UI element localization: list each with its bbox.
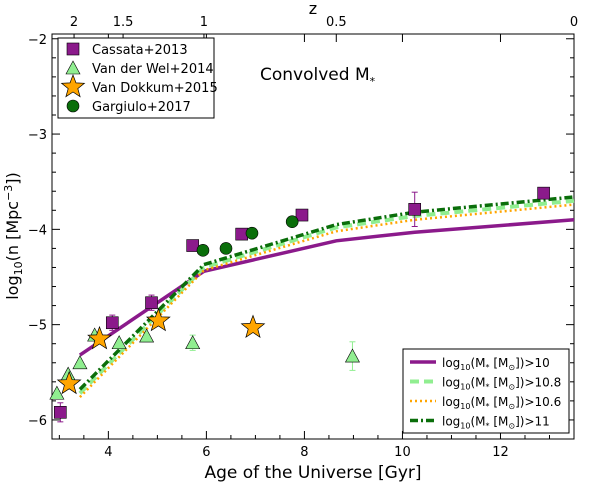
point-van-der-wel-2014 [185, 335, 201, 350]
legend-marker-1 [65, 60, 81, 75]
point-van-dokkum-2015 [145, 307, 171, 332]
point-van-der-wel-2014 [72, 355, 88, 370]
legend-line-label-3: log10(M* [M⊙])>11 [442, 415, 550, 431]
y-tick-label: −3 [28, 128, 47, 143]
point-van-der-wel-2014 [139, 328, 155, 343]
legend-label-3: Gargiulo+2017 [92, 100, 191, 115]
x-axis-label: Age of the Universe [Gyr] [204, 463, 421, 483]
plot-frame [51, 33, 575, 440]
legend-label-1: Van der Wel+2014 [92, 62, 214, 77]
point-gargiulo-2017 [219, 242, 233, 255]
point-van-der-wel-2014 [111, 335, 127, 350]
x-tick-label: 10 [394, 445, 411, 460]
point-gargiulo-2017 [285, 215, 299, 229]
top-tick-label: 1 [200, 15, 208, 30]
y-tick-label: −4 [28, 223, 47, 238]
point-gargiulo-2017 [196, 244, 210, 257]
point-cassata-2013 [145, 296, 158, 310]
legend-line-label-1: log10(M* [M⊙])>10.8 [442, 376, 561, 392]
series-line-2 [79, 203, 575, 398]
y-tick-label: −6 [28, 414, 47, 429]
legend-label-0: Cassata+2013 [92, 43, 188, 58]
series-line-1 [78, 198, 575, 395]
point-cassata-2013 [54, 406, 67, 419]
top-tick-label: 1.5 [113, 15, 134, 30]
series-line-0 [78, 218, 575, 357]
top-tick-label: 0.5 [326, 15, 347, 30]
chart-title: Convolved M* [260, 65, 376, 88]
legend-line-label-0: log10(M* [M⊙])>10 [442, 356, 550, 372]
point-van-der-wel-2014 [344, 348, 360, 363]
legend-marker-2 [60, 74, 86, 98]
legend-points: Cassata+2013 Van der Wel+2014 Van Dokkum+2… [57, 37, 218, 119]
top-axis-label: z [309, 0, 317, 18]
point-van-dokkum-2015 [87, 325, 112, 350]
point-cassata-2013 [105, 316, 119, 330]
point-van-dokkum-2015 [240, 314, 266, 339]
point-van-dokkum-2015 [56, 370, 82, 395]
x-tick-label: 8 [300, 445, 308, 460]
x-tick-label: 4 [104, 445, 112, 460]
point-cassata-2013 [295, 208, 309, 222]
y-tick-label: −2 [28, 33, 47, 48]
x-tick-label: 6 [202, 445, 210, 460]
point-gargiulo-2017 [245, 226, 259, 240]
series-line-3 [78, 195, 575, 391]
legend-marker-3 [66, 99, 80, 113]
legend-points-box [57, 37, 215, 119]
legend-lines: log10(M* [M⊙])>10 log10(M* [M⊙])>10.8 log1… [402, 348, 570, 434]
legend-marker-0 [66, 42, 80, 56]
point-cassata-2013 [537, 186, 550, 200]
chart-title-subscript: * [370, 75, 376, 88]
legend-label-2: Van Dokkum+2015 [92, 81, 218, 96]
top-tick-label: 0 [570, 15, 578, 30]
point-cassata-2013 [408, 203, 422, 216]
point-cassata-2013 [186, 239, 199, 252]
point-van-der-wel-2014 [49, 385, 65, 400]
chart-title-main: Convolved M [260, 65, 370, 85]
y-axis-label: log10(n [Mpc−3]) [2, 172, 25, 300]
y-tick-label: −5 [28, 319, 47, 334]
x-tick-label: 12 [492, 445, 509, 460]
legend-line-label-2: log10(M* [M⊙])>10.6 [442, 395, 561, 411]
top-tick-label: 2 [70, 15, 78, 30]
